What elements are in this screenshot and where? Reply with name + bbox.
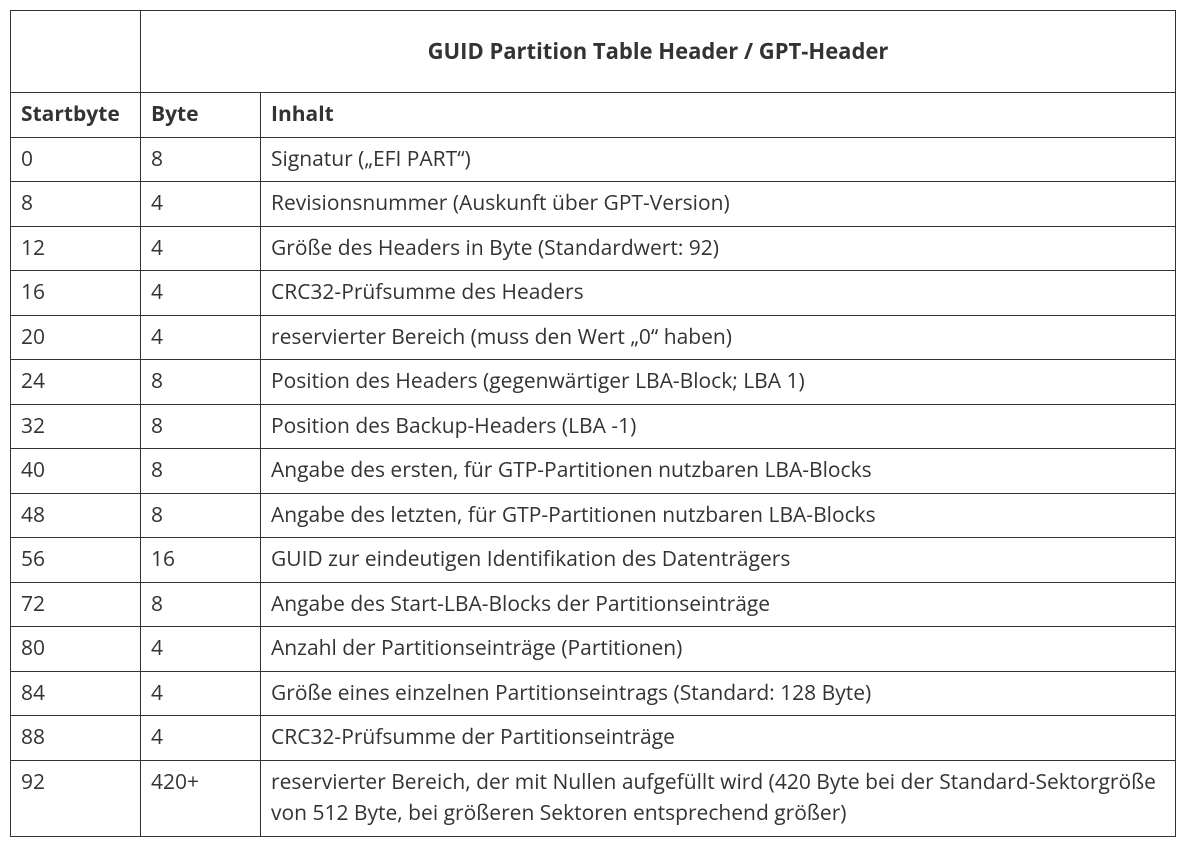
column-header-byte: Byte — [141, 93, 261, 138]
table-row: 56 16 GUID zur eindeutigen Identifikatio… — [11, 538, 1176, 583]
cell-inhalt: Größe eines einzelnen Partitionseintrags… — [261, 671, 1176, 716]
table-row: 32 8 Position des Backup-Headers (LBA -1… — [11, 404, 1176, 449]
cell-byte: 420+ — [141, 760, 261, 836]
table-row: 88 4 CRC32-Prüfsumme der Partitionseintr… — [11, 716, 1176, 761]
cell-startbyte: 20 — [11, 315, 141, 360]
cell-byte: 8 — [141, 404, 261, 449]
cell-inhalt: Position des Backup-Headers (LBA -1) — [261, 404, 1176, 449]
cell-inhalt: reservierter Bereich, der mit Nullen auf… — [261, 760, 1176, 836]
empty-corner-cell — [11, 11, 141, 93]
cell-startbyte: 48 — [11, 493, 141, 538]
cell-startbyte: 12 — [11, 226, 141, 271]
cell-byte: 8 — [141, 449, 261, 494]
cell-startbyte: 72 — [11, 582, 141, 627]
cell-startbyte: 80 — [11, 627, 141, 672]
table-row: 84 4 Größe eines einzelnen Partitionsein… — [11, 671, 1176, 716]
table-row: 24 8 Position des Headers (gegenwärtiger… — [11, 360, 1176, 405]
cell-startbyte: 0 — [11, 137, 141, 182]
cell-inhalt: Größe des Headers in Byte (Standardwert:… — [261, 226, 1176, 271]
cell-startbyte: 8 — [11, 182, 141, 227]
table-row: 92 420+ reservierter Bereich, der mit Nu… — [11, 760, 1176, 836]
cell-inhalt: Revisionsnummer (Auskunft über GPT-Versi… — [261, 182, 1176, 227]
cell-byte: 4 — [141, 271, 261, 316]
table-row: 40 8 Angabe des ersten, für GTP-Partitio… — [11, 449, 1176, 494]
cell-byte: 4 — [141, 716, 261, 761]
cell-byte: 4 — [141, 182, 261, 227]
cell-inhalt: CRC32-Prüfsumme des Headers — [261, 271, 1176, 316]
cell-inhalt: CRC32-Prüfsumme der Partitionseinträge — [261, 716, 1176, 761]
cell-inhalt: Angabe des ersten, für GTP-Partitionen n… — [261, 449, 1176, 494]
gpt-header-table: GUID Partition Table Header / GPT-Header… — [10, 10, 1176, 837]
column-header-startbyte: Startbyte — [11, 93, 141, 138]
cell-inhalt: GUID zur eindeutigen Identifikation des … — [261, 538, 1176, 583]
cell-byte: 4 — [141, 671, 261, 716]
table-row: 72 8 Angabe des Start-LBA-Blocks der Par… — [11, 582, 1176, 627]
table-row: 80 4 Anzahl der Partitionseinträge (Part… — [11, 627, 1176, 672]
cell-inhalt: Anzahl der Partitionseinträge (Partition… — [261, 627, 1176, 672]
header-row: Startbyte Byte Inhalt — [11, 93, 1176, 138]
cell-byte: 4 — [141, 627, 261, 672]
cell-startbyte: 24 — [11, 360, 141, 405]
cell-byte: 8 — [141, 582, 261, 627]
cell-byte: 4 — [141, 315, 261, 360]
cell-byte: 4 — [141, 226, 261, 271]
cell-inhalt: reservierter Bereich (muss den Wert „0“ … — [261, 315, 1176, 360]
table-body: GUID Partition Table Header / GPT-Header… — [11, 11, 1176, 837]
cell-startbyte: 88 — [11, 716, 141, 761]
table-row: 0 8 Signatur („EFI PART“) — [11, 137, 1176, 182]
cell-startbyte: 84 — [11, 671, 141, 716]
table-row: 20 4 reservierter Bereich (muss den Wert… — [11, 315, 1176, 360]
cell-inhalt: Position des Headers (gegenwärtiger LBA-… — [261, 360, 1176, 405]
table-title: GUID Partition Table Header / GPT-Header — [141, 11, 1176, 93]
table-row: 16 4 CRC32-Prüfsumme des Headers — [11, 271, 1176, 316]
cell-byte: 8 — [141, 493, 261, 538]
table-row: 8 4 Revisionsnummer (Auskunft über GPT-V… — [11, 182, 1176, 227]
table-row: 12 4 Größe des Headers in Byte (Standard… — [11, 226, 1176, 271]
table-row: 48 8 Angabe des letzten, für GTP-Partiti… — [11, 493, 1176, 538]
cell-startbyte: 40 — [11, 449, 141, 494]
cell-byte: 16 — [141, 538, 261, 583]
title-row: GUID Partition Table Header / GPT-Header — [11, 11, 1176, 93]
cell-startbyte: 16 — [11, 271, 141, 316]
cell-inhalt: Angabe des Start-LBA-Blocks der Partitio… — [261, 582, 1176, 627]
cell-byte: 8 — [141, 137, 261, 182]
cell-byte: 8 — [141, 360, 261, 405]
cell-startbyte: 32 — [11, 404, 141, 449]
cell-startbyte: 92 — [11, 760, 141, 836]
column-header-inhalt: Inhalt — [261, 93, 1176, 138]
cell-inhalt: Angabe des letzten, für GTP-Partitionen … — [261, 493, 1176, 538]
cell-startbyte: 56 — [11, 538, 141, 583]
cell-inhalt: Signatur („EFI PART“) — [261, 137, 1176, 182]
